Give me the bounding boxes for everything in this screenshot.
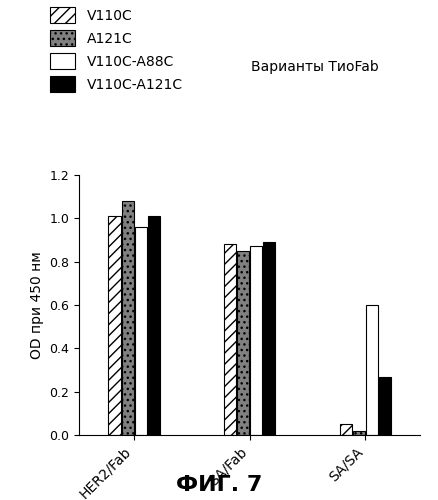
- Text: Варианты ТиоFab: Варианты ТиоFab: [251, 60, 379, 74]
- Bar: [122, 201, 134, 435]
- Y-axis label: OD при 450 нм: OD при 450 нм: [29, 251, 43, 359]
- Bar: [263, 242, 275, 435]
- Bar: [379, 376, 391, 435]
- Bar: [237, 251, 249, 435]
- Bar: [339, 424, 352, 435]
- Legend: V110C, A121C, V110C-A88C, V110C-A121C: V110C, A121C, V110C-A88C, V110C-A121C: [50, 7, 183, 92]
- Bar: [250, 246, 262, 435]
- Bar: [366, 305, 378, 435]
- Bar: [353, 430, 365, 435]
- Bar: [148, 216, 160, 435]
- Bar: [224, 244, 236, 435]
- Bar: [109, 216, 120, 435]
- Text: ФИГ. 7: ФИГ. 7: [176, 475, 262, 495]
- Bar: [134, 227, 147, 435]
